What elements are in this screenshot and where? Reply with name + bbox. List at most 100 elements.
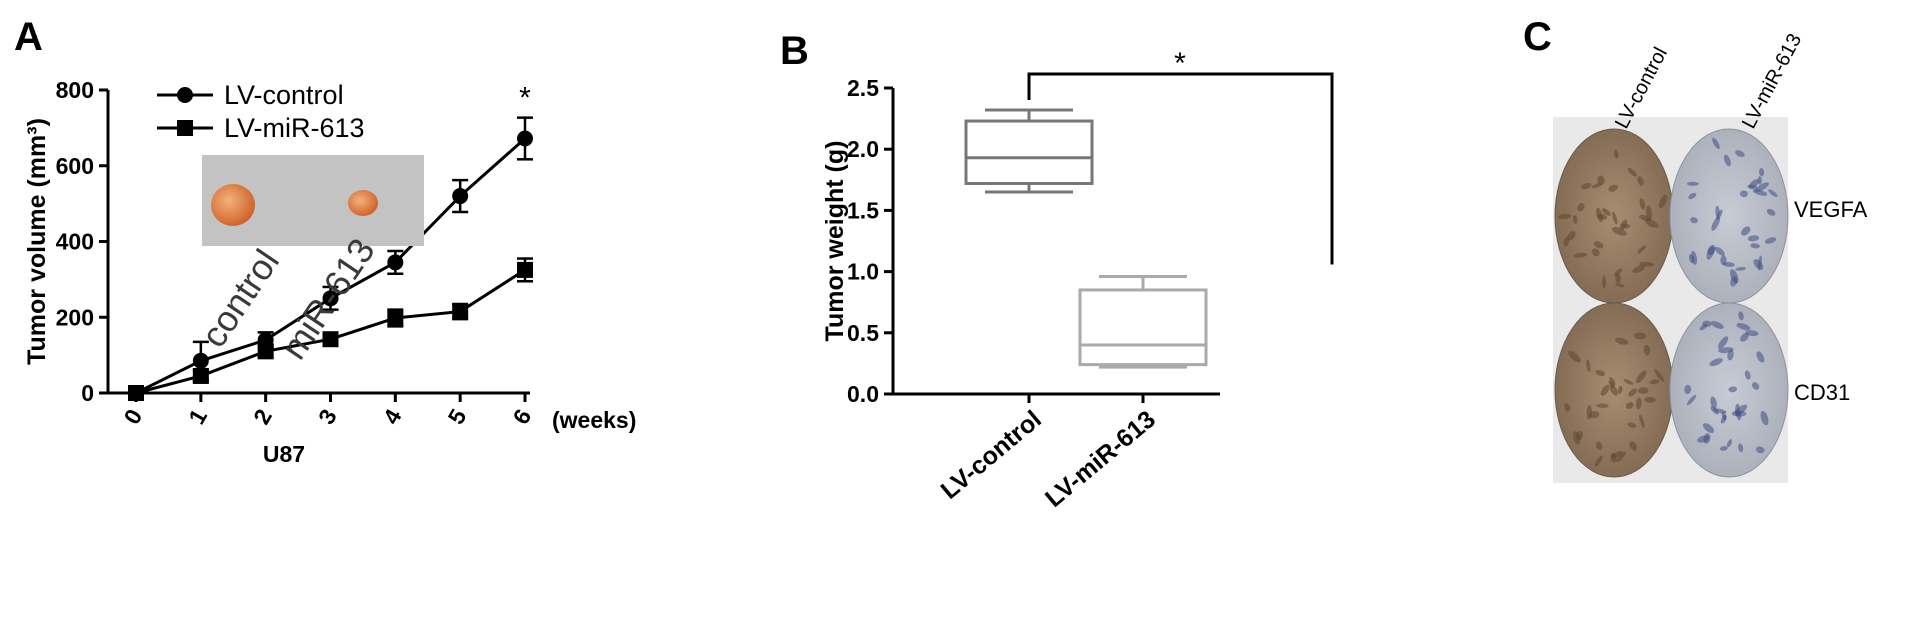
stained-cell xyxy=(1686,394,1697,406)
stained-cell xyxy=(1568,350,1581,363)
stained-cell xyxy=(1637,176,1644,186)
stained-cell xyxy=(1591,182,1602,189)
stained-cell xyxy=(1567,231,1576,241)
stained-cell xyxy=(1637,387,1649,394)
stained-cell xyxy=(1594,455,1603,467)
stained-cell xyxy=(1751,382,1760,390)
stained-cell xyxy=(1755,446,1765,454)
data-point-circle xyxy=(517,130,533,147)
data-point-square xyxy=(257,343,274,360)
stained-cell xyxy=(1628,388,1637,397)
panel-a-letter: A xyxy=(14,15,43,59)
stained-cell xyxy=(1580,182,1592,190)
stained-cell xyxy=(1644,396,1656,403)
panel-b: B 0.0 0.5 1.0 1.5 2.0 2.5 Tumor weight (g) LV-c… xyxy=(780,29,1334,513)
stained-cell xyxy=(1654,369,1665,382)
data-point-circle xyxy=(192,352,209,369)
stained-cell xyxy=(1726,439,1733,448)
stained-cell xyxy=(1596,403,1609,408)
stained-cell xyxy=(1608,380,1615,388)
data-point-square xyxy=(517,261,533,278)
stained-cell xyxy=(1719,446,1728,451)
stained-cell xyxy=(1589,411,1600,419)
panel-b-letter: B xyxy=(780,29,809,73)
y-axis-title: Tumor weight (g) xyxy=(821,141,849,342)
stained-cell xyxy=(1717,336,1729,349)
stained-cell xyxy=(1718,347,1734,354)
stained-cell xyxy=(1595,370,1606,376)
stained-cell xyxy=(1602,208,1611,216)
stained-cell xyxy=(1711,216,1721,231)
stained-cell xyxy=(1644,219,1659,228)
stained-cell xyxy=(1688,254,1695,264)
y-tick-label: 800 xyxy=(56,77,94,103)
box-body xyxy=(964,119,1094,185)
ihc-row-label-cd31: CD31 xyxy=(1794,380,1850,405)
stained-cell xyxy=(1646,205,1652,221)
stained-cell xyxy=(1703,433,1711,444)
stained-cell xyxy=(1591,248,1600,257)
legend-label: LV-miR-613 xyxy=(224,113,365,143)
stained-cell xyxy=(1658,194,1668,209)
stained-cell xyxy=(1740,332,1749,342)
y-axis-title: Tumor volume (mm³) xyxy=(23,118,51,365)
ihc-row-label-vegfa: VEGFA xyxy=(1794,197,1868,222)
stained-cell xyxy=(1632,265,1646,273)
x-tick-label: LV-control xyxy=(936,405,1047,505)
stained-cell xyxy=(1720,255,1727,266)
panel-a: A 0 200 400 600 800 0 1 2 3 4 5 6 (weeks) U87 Tumor vo… xyxy=(14,15,636,467)
stained-cell xyxy=(1684,384,1692,395)
stained-cell xyxy=(1744,370,1751,380)
stained-cell xyxy=(1752,189,1768,196)
stained-cell xyxy=(1753,259,1764,270)
stained-cell xyxy=(1768,189,1778,197)
stained-cell xyxy=(1728,386,1738,393)
legend-marker-square xyxy=(177,120,193,136)
y-tick-label: 2.0 xyxy=(847,136,879,162)
legend-label: LV-control xyxy=(224,80,344,110)
x-tick-label: 1 xyxy=(183,404,212,428)
y-tick-label: 0.0 xyxy=(847,381,879,407)
stained-cell xyxy=(1764,237,1777,244)
stained-cell xyxy=(1739,190,1748,198)
y-tick-label: 200 xyxy=(56,304,94,330)
x-axis-title: U87 xyxy=(263,441,305,467)
stained-cell xyxy=(1597,213,1608,220)
y-tick-label: 0.5 xyxy=(847,320,879,346)
stained-cell xyxy=(1625,402,1634,409)
stained-cell xyxy=(1729,269,1739,284)
stained-cell xyxy=(1741,226,1751,236)
stained-cell xyxy=(1712,137,1720,150)
stained-cell xyxy=(1639,414,1645,428)
stained-cell xyxy=(1609,376,1616,386)
stained-cell xyxy=(1709,358,1723,367)
stained-cell xyxy=(1600,384,1610,396)
stained-cell xyxy=(1686,181,1699,186)
stained-cell xyxy=(1633,332,1647,340)
stained-cell xyxy=(1557,213,1572,220)
tumor-control-image xyxy=(211,184,255,226)
y-tick-label: 400 xyxy=(56,229,94,255)
x-unit-label: (weeks) xyxy=(552,407,636,433)
data-point-square xyxy=(452,303,469,320)
significance-star: * xyxy=(1174,47,1186,80)
stained-cell xyxy=(1577,203,1585,212)
stained-cell xyxy=(1627,422,1637,428)
stained-cell xyxy=(1629,441,1638,451)
stained-cell xyxy=(1593,241,1604,249)
ihc-vegfa-mir613-image xyxy=(1669,128,1789,304)
legend-marker-circle xyxy=(177,87,193,103)
stained-cell xyxy=(1564,403,1571,412)
y-tick-label: 1.5 xyxy=(847,197,879,223)
stained-cell xyxy=(1576,430,1583,441)
stained-cell xyxy=(1736,322,1751,331)
x-tick-label: 2 xyxy=(248,405,277,429)
stained-cell xyxy=(1702,423,1715,434)
stained-cell xyxy=(1688,192,1697,200)
stained-cell xyxy=(1720,414,1727,424)
stained-cell xyxy=(1747,235,1760,242)
stained-cell xyxy=(1643,344,1651,356)
stained-cell xyxy=(1757,176,1762,185)
stained-cell xyxy=(1611,226,1627,236)
stained-cell xyxy=(1615,273,1621,284)
